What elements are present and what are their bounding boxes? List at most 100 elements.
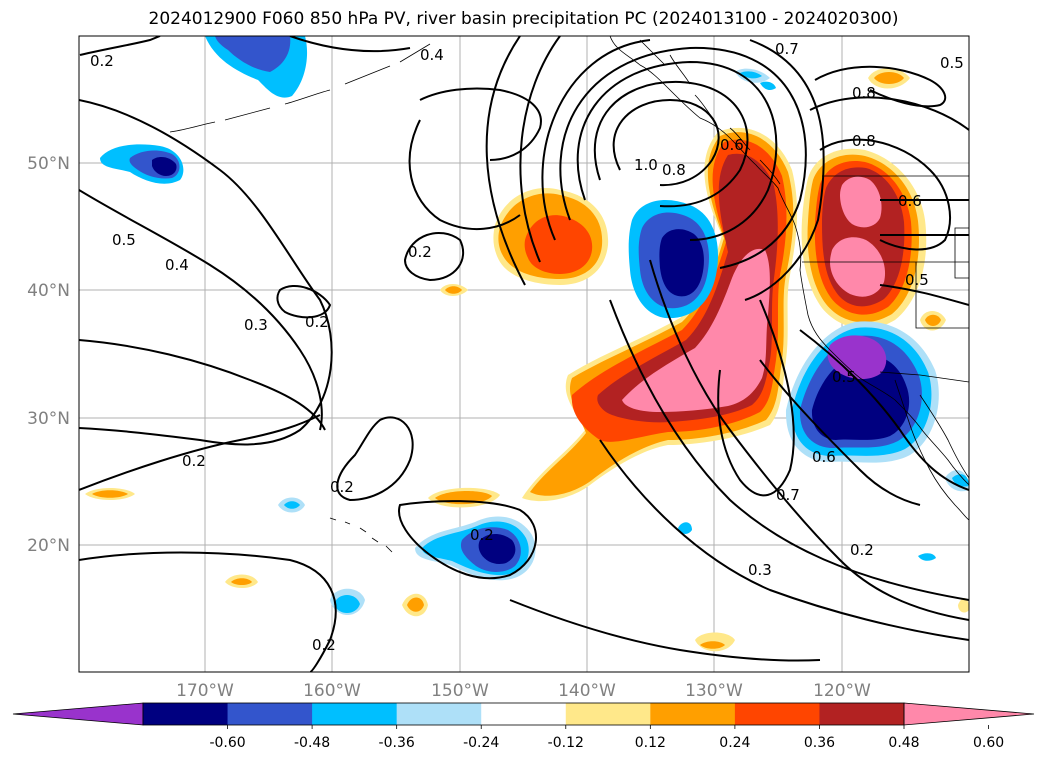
pv-contour-7: [485, 36, 526, 286]
pv-contour-16: [814, 65, 947, 108]
contour-label: 0.8: [852, 132, 876, 150]
pv-contour-26: [398, 500, 537, 580]
pv-contour-31: [408, 119, 521, 231]
contour-label: 0.7: [775, 40, 799, 58]
contour-label: 0.4: [165, 256, 189, 274]
contour-label: 0.2: [330, 478, 354, 496]
shade-neg-hawaii-strong: [478, 534, 516, 564]
coastlines: [169, 36, 969, 553]
pv-contour-2: [593, 80, 749, 208]
lon-label: 160°W: [303, 681, 361, 701]
longitude-labels: 170°W 160°W 150°W 140°W 130°W 120°W: [176, 681, 871, 701]
contour-label: 0.3: [244, 316, 268, 334]
colorbar-segment: [312, 703, 398, 725]
pv-contour-27: [419, 87, 542, 161]
border-mexico: [879, 371, 969, 383]
pv-contour-29: [79, 36, 161, 56]
shade-neg-small-b2: [284, 501, 300, 509]
contour-label: 0.6: [720, 136, 744, 154]
shade-pos-small-i: [958, 598, 969, 613]
pv-contour-21: [79, 414, 321, 491]
shade-pos-small-c2: [407, 597, 424, 612]
lon-label: 120°W: [813, 681, 871, 701]
shade-neg-west-strong: [152, 156, 177, 176]
pv-contour-18: [79, 99, 333, 446]
map-frame: [78, 35, 970, 673]
colorbar-segment: [143, 703, 229, 725]
shade-plume-extreme: [622, 248, 770, 412]
map-area: 0.2 0.8 0.4 0.7 0.5 0.4 0.3 0.2 0.2 0.2 …: [79, 36, 969, 672]
lon-label: 150°W: [431, 681, 489, 701]
pv-contour-30: [509, 599, 821, 662]
pv-contour-28: [289, 36, 411, 53]
colorbar-tick-label: 0.12: [635, 735, 666, 751]
contour-label: 0.8: [852, 84, 876, 102]
contour-label: 0.5: [940, 54, 964, 72]
lat-label: 50°N: [27, 154, 70, 174]
contour-label: 1.0: [634, 156, 658, 174]
contour-label: 0.6: [812, 448, 836, 466]
lat-label: 40°N: [27, 281, 70, 301]
colorbar-tick-label: -0.48: [294, 735, 330, 751]
shade-pos-small-h2: [700, 641, 725, 649]
colorbar-tick-label: -0.12: [548, 735, 584, 751]
contour-label: 0.2: [305, 313, 329, 331]
map-title: 2024012900 F060 850 hPa PV, river basin …: [148, 9, 899, 29]
pv-contour-24: [276, 285, 332, 319]
contour-label: 0.4: [420, 46, 444, 64]
shade-neg-small-f: [918, 553, 936, 561]
coast-gulf: [919, 394, 969, 479]
shade-ne-extreme-south: [830, 237, 886, 297]
contour-label: 0.3: [748, 561, 772, 579]
latitude-labels: 50°N 40°N 30°N 20°N: [27, 154, 70, 556]
lat-label: 30°N: [27, 409, 70, 429]
lon-label: 140°W: [558, 681, 616, 701]
shade-pos-small-e2: [445, 286, 462, 294]
coast-hawaii: [329, 517, 393, 553]
pv-contour-11: [717, 299, 795, 497]
contour-label: 0.5: [112, 231, 136, 249]
colorbar-segment: [227, 703, 313, 725]
shade-neg-small-d2: [952, 474, 969, 487]
pv-contour-13: [799, 329, 969, 491]
shade-pos-small-d2: [231, 578, 252, 585]
pv-contour-4: [559, 46, 807, 269]
colorbar: -0.60 -0.48 -0.36 -0.24 -0.12 0.12 0.24 0.36 0.4…: [12, 702, 1035, 751]
pv-contour-6: [519, 36, 561, 263]
colorbar-arrow-right: [903, 702, 1035, 726]
colorbar-tick-label: 0.24: [719, 735, 750, 751]
lon-label: 130°W: [685, 681, 743, 701]
contour-label: 0.7: [776, 486, 800, 504]
colorbar-segment: [396, 703, 482, 725]
pv-contour-3: [576, 60, 778, 241]
contour-label: 0.5: [832, 368, 856, 386]
pv-contour-20: [79, 339, 326, 431]
contour-label: 0.2: [850, 541, 874, 559]
coast-north-america: [609, 36, 969, 486]
pv-contour-22: [79, 551, 337, 672]
colorbar-frame: [142, 702, 905, 726]
pv-contour-14: [819, 138, 951, 251]
colorbar-arrow-left: [12, 702, 144, 726]
shade-pos-small-g2: [925, 314, 941, 326]
coast-baja: [894, 379, 969, 521]
shade-ne-extreme-north: [840, 176, 882, 228]
shade-pos-small-f2: [874, 72, 904, 84]
colorbar-tick-label: -0.36: [379, 735, 415, 751]
colorbar-segment: [565, 703, 651, 725]
pv-contour-17: [879, 199, 969, 306]
contour-label: 0.2: [470, 526, 494, 544]
border-state-lines: [802, 227, 969, 329]
coast-aleutians: [169, 43, 431, 133]
shade-neg-center-strong: [659, 229, 704, 297]
coast-alaska-panhandle: [639, 39, 781, 185]
contour-label: 0.8: [662, 161, 686, 179]
pv-contour-25: [336, 416, 414, 502]
colorbar-segment: [734, 703, 820, 725]
shade-neg-small-e: [678, 522, 692, 534]
colorbar-segment: [650, 703, 736, 725]
colorbar-tick-label: 0.36: [804, 735, 835, 751]
contour-label: 0.2: [182, 452, 206, 470]
shade-blob-west-med: [524, 215, 593, 274]
